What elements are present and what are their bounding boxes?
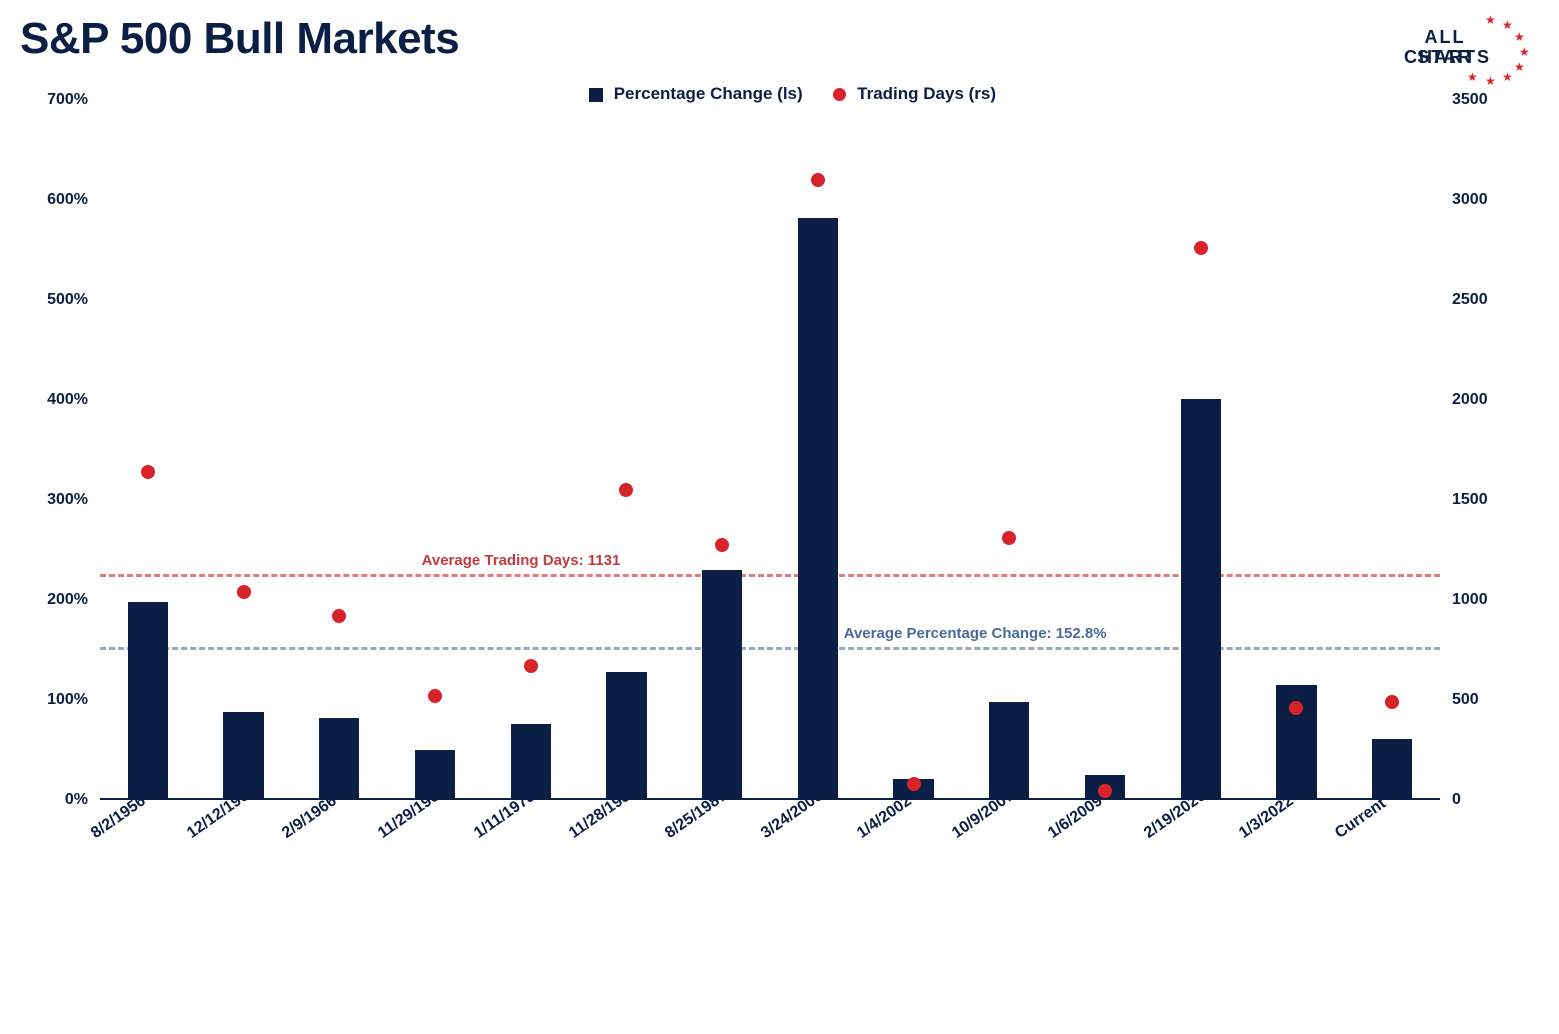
x-axis — [100, 798, 1440, 800]
y-left-tick: 200% — [47, 591, 88, 609]
dot — [237, 585, 251, 599]
avg-label-avg_pct_change: Average Percentage Change: 152.8% — [844, 625, 1107, 642]
x-tick-label: 10/9/2007 — [949, 787, 1018, 843]
bar — [702, 570, 742, 800]
dot — [619, 483, 633, 497]
avg-label-avg_trading_days: Average Trading Days: 1131 — [422, 552, 621, 569]
y-right-tick: 2500 — [1452, 291, 1488, 309]
x-tick-label: 8/25/1987 — [662, 787, 731, 843]
x-tick-label: 11/28/1980 — [566, 783, 641, 843]
y-right-tick: 0 — [1452, 791, 1461, 809]
avg-line-avg_pct_change — [100, 647, 1440, 650]
dot — [332, 609, 346, 623]
chart-area: 0%100%200%300%400%500%600%700%0500100015… — [100, 100, 1440, 800]
bar — [128, 602, 168, 800]
y-right-tick: 3000 — [1452, 191, 1488, 209]
x-tick-label: 2/19/2020 — [1141, 787, 1210, 843]
dot — [1289, 701, 1303, 715]
dot — [907, 777, 921, 791]
dot — [715, 538, 729, 552]
dot — [1002, 531, 1016, 545]
chart-title: S&P 500 Bull Markets — [20, 14, 459, 64]
x-tick-label: Current — [1332, 795, 1390, 843]
brand-logo: ★ ★ ★ ★ ★ ★ ★ ★ ALL STAR CHARTS — [1399, 10, 1529, 80]
x-tick-label: 3/24/2000 — [758, 787, 827, 843]
bar — [798, 218, 838, 800]
dot — [811, 173, 825, 187]
x-tick-label: 1/11/1973 — [471, 788, 539, 843]
dot — [1098, 784, 1112, 798]
y-right-tick: 3500 — [1452, 91, 1488, 109]
y-left-tick: 700% — [47, 91, 88, 109]
avg-line-avg_trading_days — [100, 574, 1440, 577]
dot — [141, 465, 155, 479]
bar — [319, 718, 359, 800]
dot — [524, 659, 538, 673]
y-left-tick: 0% — [65, 791, 88, 809]
bar — [1181, 399, 1221, 800]
y-right-tick: 1000 — [1452, 591, 1488, 609]
y-right-tick: 1500 — [1452, 491, 1488, 509]
y-left-tick: 500% — [47, 291, 88, 309]
y-right-tick: 2000 — [1452, 391, 1488, 409]
x-tick-label: 12/12/1961 — [184, 782, 260, 843]
y-left-tick: 100% — [47, 691, 88, 709]
y-left-tick: 600% — [47, 191, 88, 209]
y-right-tick: 500 — [1452, 691, 1479, 709]
plot-region: 0%100%200%300%400%500%600%700%0500100015… — [100, 100, 1440, 800]
y-left-tick: 300% — [47, 491, 88, 509]
bar — [989, 702, 1029, 800]
dot — [428, 689, 442, 703]
logo-text-bot: CHARTS — [1404, 48, 1491, 68]
x-tick-label: 11/29/1968 — [375, 783, 450, 843]
y-left-tick: 400% — [47, 391, 88, 409]
bar — [511, 724, 551, 800]
dot — [1385, 695, 1399, 709]
bar — [606, 672, 646, 800]
dot — [1194, 241, 1208, 255]
bar — [1372, 739, 1412, 800]
